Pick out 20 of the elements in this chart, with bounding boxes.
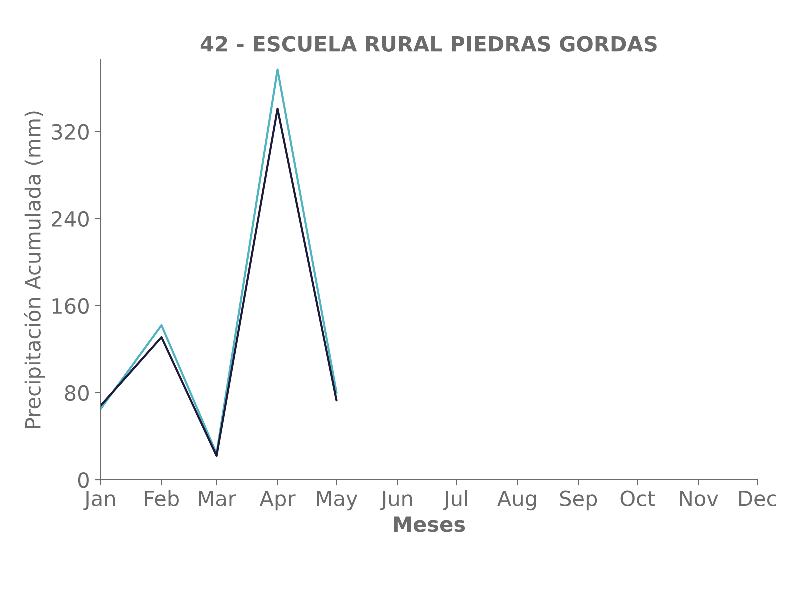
x-tick-label: Nov xyxy=(680,491,718,507)
y-tick-label: 320 xyxy=(52,124,89,140)
x-tick-label: Dec xyxy=(740,491,777,507)
y-axis-title: Precipitación Acumulada (mm) xyxy=(24,112,46,428)
chart-title: 42 - ESCUELA RURAL PIEDRAS GORDAS xyxy=(200,36,657,52)
y-tick-label: 0 xyxy=(78,472,89,488)
x-tick-label: Feb xyxy=(145,490,180,507)
x-tick-label: Jun xyxy=(380,491,412,510)
x-tick-label: Apr xyxy=(260,491,296,511)
x-tick-label: Jan xyxy=(84,491,116,510)
x-tick-label: Jul xyxy=(443,490,468,510)
x-tick-label: May xyxy=(317,491,358,511)
x-tick-label: Mar xyxy=(199,491,236,507)
y-tick-label: 240 xyxy=(52,211,89,228)
x-tick-label: Oct xyxy=(620,490,656,507)
y-tick-label: 80 xyxy=(65,385,89,402)
x-axis-title: Meses xyxy=(394,516,466,532)
y-tick-label: 160 xyxy=(52,298,89,314)
x-tick-label: Sep xyxy=(560,490,598,511)
x-tick-label: Aug xyxy=(498,491,536,511)
